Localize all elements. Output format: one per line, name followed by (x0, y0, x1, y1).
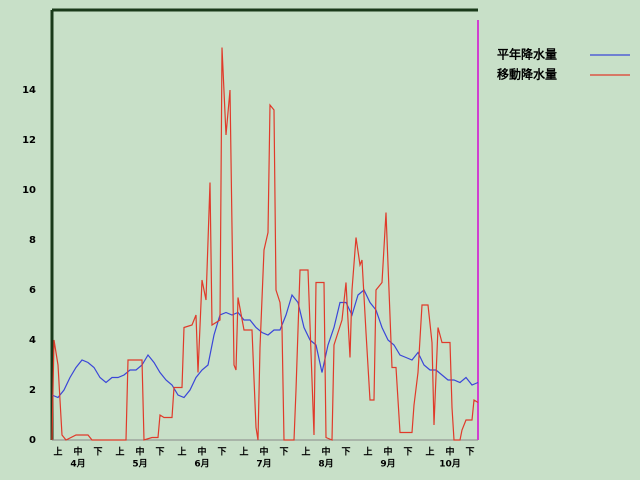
month-label: 10月 (439, 459, 461, 470)
x-tick-label: 上 (301, 446, 310, 458)
month-label: 6月 (194, 459, 209, 470)
x-tick-label: 上 (177, 446, 186, 458)
x-tick-label: 中 (73, 446, 82, 458)
x-tick-label: 中 (197, 446, 206, 458)
y-tick-label: 6 (29, 285, 36, 296)
x-tick-label: 中 (135, 446, 144, 458)
x-tick-label: 上 (363, 446, 372, 458)
x-tick-label: 上 (239, 446, 248, 458)
y-tick-label: 8 (29, 235, 36, 246)
x-tick-label: 中 (259, 446, 268, 458)
y-tick-label: 0 (29, 435, 36, 446)
month-label: 9月 (380, 459, 395, 470)
x-tick-label: 中 (383, 446, 392, 458)
x-tick-label: 下 (403, 447, 412, 458)
month-label: 7月 (256, 459, 271, 470)
x-tick-label: 上 (115, 446, 124, 458)
y-tick-label: 10 (22, 185, 36, 196)
month-label: 4月 (70, 459, 85, 470)
series-line (51, 47, 479, 441)
x-tick-label: 下 (341, 447, 350, 458)
y-tick-label: 14 (22, 85, 36, 96)
month-label: 8月 (318, 459, 333, 470)
month-label: 5月 (132, 459, 147, 470)
x-tick-label: 上 (425, 446, 434, 458)
series-line (51, 289, 479, 399)
x-tick-label: 下 (155, 447, 164, 458)
legend-label: 平年降水量 (497, 47, 557, 62)
x-tick-label: 下 (93, 447, 102, 458)
legend-label: 移動降水量 (497, 67, 557, 82)
x-tick-label: 中 (445, 446, 454, 458)
x-tick-label: 下 (279, 447, 288, 458)
x-tick-label: 下 (465, 447, 474, 458)
y-tick-label: 2 (29, 385, 36, 396)
x-tick-label: 上 (53, 446, 62, 458)
y-tick-label: 4 (29, 335, 36, 346)
x-tick-label: 中 (321, 446, 330, 458)
y-tick-label: 12 (22, 135, 36, 146)
x-tick-label: 下 (217, 447, 226, 458)
